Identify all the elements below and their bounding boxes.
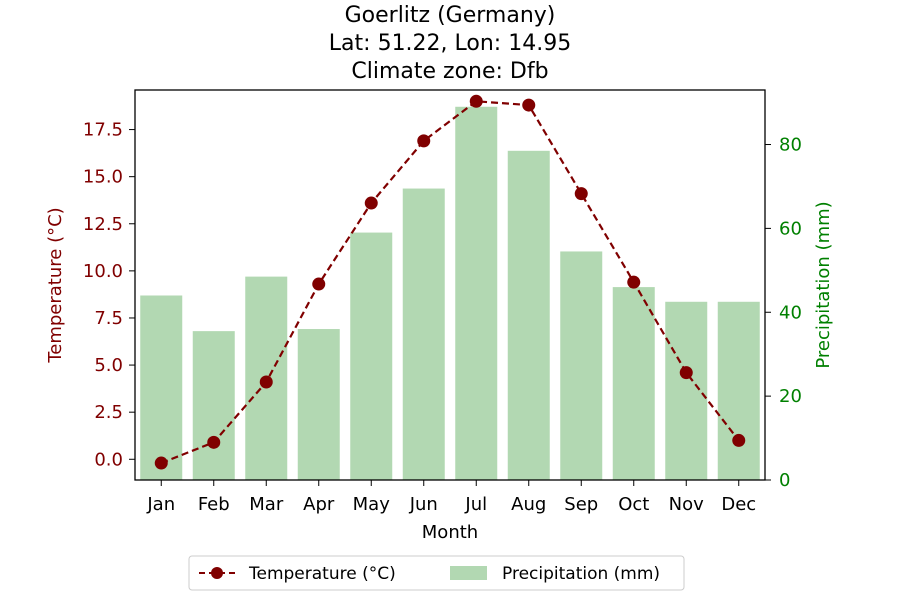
right-y-axis-ticks: 0 20 40 60 80 <box>765 135 802 491</box>
right-y-tick-label: 0 <box>779 470 790 491</box>
plot-frame <box>134 89 766 481</box>
right-y-axis-label: Precipitation (mm) <box>813 201 834 368</box>
left-y-axis-label: Temperature (°C) <box>45 207 66 363</box>
x-tick-label-apr: Apr <box>303 494 335 515</box>
left-y-tick-label: 5.0 <box>94 355 123 376</box>
x-tick-label-jun: Jun <box>409 494 438 515</box>
temperature-point-oct <box>627 275 641 289</box>
precipitation-bars <box>140 106 760 480</box>
left-y-tick-label: 0.0 <box>94 449 123 470</box>
left-y-axis-ticks: 0.0 2.5 5.0 7.5 10.0 12.5 15.0 17.5 <box>83 120 135 470</box>
precipitation-bar-jan <box>140 295 183 480</box>
left-y-tick-label: 12.5 <box>83 214 123 235</box>
temperature-point-nov <box>679 366 693 380</box>
temperature-point-may <box>364 196 378 210</box>
title-line-2: Lat: 51.22, Lon: 14.95 <box>329 31 571 56</box>
temperature-point-jul <box>469 94 483 108</box>
legend-precipitation-label: Precipitation (mm) <box>502 564 660 584</box>
right-y-tick-label: 20 <box>779 386 802 407</box>
legend-temperature-label: Temperature (°C) <box>248 564 396 584</box>
right-y-tick-label: 40 <box>779 302 802 323</box>
x-tick-label-dec: Dec <box>721 494 756 515</box>
precipitation-bar-may <box>350 232 393 480</box>
right-y-tick-label: 80 <box>779 135 802 156</box>
precipitation-bar-apr <box>297 329 340 480</box>
title-line-3: Climate zone: Dfb <box>351 59 548 84</box>
legend: Temperature (°C) Precipitation (mm) <box>188 555 685 591</box>
precipitation-bar-jun <box>402 188 445 480</box>
x-tick-label-feb: Feb <box>198 494 230 515</box>
x-tick-label-jan: Jan <box>146 494 175 515</box>
x-tick-label-sep: Sep <box>564 494 598 515</box>
x-tick-label-mar: Mar <box>249 494 284 515</box>
title-line-1: Goerlitz (Germany) <box>345 3 556 28</box>
left-y-tick-label: 15.0 <box>83 167 123 188</box>
precipitation-bar-dec <box>717 301 760 480</box>
left-y-tick-label: 2.5 <box>94 402 123 423</box>
x-tick-label-oct: Oct <box>618 494 649 515</box>
temperature-point-aug <box>522 98 536 112</box>
right-y-tick-label: 60 <box>779 218 802 239</box>
temperature-point-feb <box>207 435 221 449</box>
precipitation-bar-jul <box>455 106 498 480</box>
temperature-point-jan <box>154 456 168 470</box>
left-y-tick-label: 10.0 <box>83 261 123 282</box>
left-y-tick-label: 7.5 <box>94 308 123 329</box>
temperature-point-apr <box>312 277 326 291</box>
x-tick-label-nov: Nov <box>669 494 704 515</box>
precipitation-bar-nov <box>665 301 708 480</box>
precipitation-bar-sep <box>560 251 603 480</box>
legend-box <box>188 555 685 591</box>
temperature-point-mar <box>259 375 273 389</box>
precipitation-bar-aug <box>507 150 550 480</box>
precipitation-bar-oct <box>612 287 655 480</box>
temperature-line-series <box>154 94 746 470</box>
temperature-point-dec <box>732 433 746 447</box>
x-axis-label: Month <box>422 522 478 543</box>
temperature-point-jun <box>417 134 431 148</box>
x-tick-label-jul: Jul <box>464 494 487 515</box>
precipitation-bar-feb <box>192 331 235 480</box>
x-tick-label-aug: Aug <box>511 494 546 515</box>
legend-temperature-marker <box>211 567 223 579</box>
x-axis-ticks: Jan Feb Mar Apr May Jun Jul Aug Sep Oct Nov Dec <box>146 480 756 515</box>
temperature-point-sep <box>574 187 588 201</box>
x-tick-label-may: May <box>353 494 391 515</box>
chart-title: Goerlitz (Germany) Lat: 51.22, Lon: 14.9… <box>329 3 571 84</box>
legend-precipitation-swatch <box>450 566 487 580</box>
temperature-line <box>160 100 740 465</box>
left-y-tick-label: 17.5 <box>83 120 123 141</box>
